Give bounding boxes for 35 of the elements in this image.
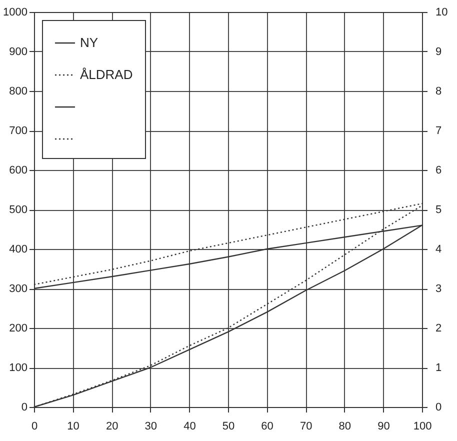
x-tick-label: 30 (144, 420, 158, 432)
y-tick-label: 700 (9, 125, 28, 137)
y2-tick-label: 8 (436, 86, 442, 98)
y-tick-label: 400 (9, 244, 28, 256)
y-tick-label: 100 (9, 362, 28, 374)
x-tick-label: 70 (300, 420, 312, 432)
x-tick-label: 10 (67, 420, 80, 432)
y-tick-label: 600 (9, 164, 28, 176)
y-tick-label: 800 (9, 86, 28, 98)
y2-tick-label: 6 (436, 164, 442, 176)
x-tick-label: 50 (222, 420, 235, 432)
y-tick-label: 300 (9, 283, 28, 295)
x-tick-label: 20 (106, 420, 118, 432)
x-tick-label: 100 (413, 420, 432, 432)
y2-tick-label: 4 (436, 244, 442, 256)
y-tick-label: 0 (21, 402, 28, 414)
x-tick-label: 80 (338, 420, 352, 432)
x-tick-label: 40 (184, 420, 196, 432)
y2-tick-label: 0 (436, 402, 442, 414)
y2-tick-label: 5 (436, 204, 442, 216)
x-tick-label: 90 (378, 420, 390, 432)
y-tick-label: 1000 (3, 6, 28, 18)
y-tick-label: 200 (9, 322, 28, 334)
y2-tick-label: 3 (436, 283, 442, 295)
x-tick-label: 60 (261, 420, 274, 432)
y2-tick-label: 2 (436, 322, 442, 334)
y2-tick-label: 1 (436, 362, 442, 374)
legend-label: ÅLDRAD (80, 67, 133, 82)
y2-tick-label: 9 (436, 46, 442, 58)
legend-label: NY (80, 35, 98, 50)
x-tick-label: 0 (31, 420, 38, 432)
y2-tick-label: 7 (436, 125, 442, 137)
y-tick-label: 900 (9, 46, 28, 58)
y-tick-label: 500 (9, 204, 28, 216)
y2-tick-label: 10 (436, 6, 448, 18)
